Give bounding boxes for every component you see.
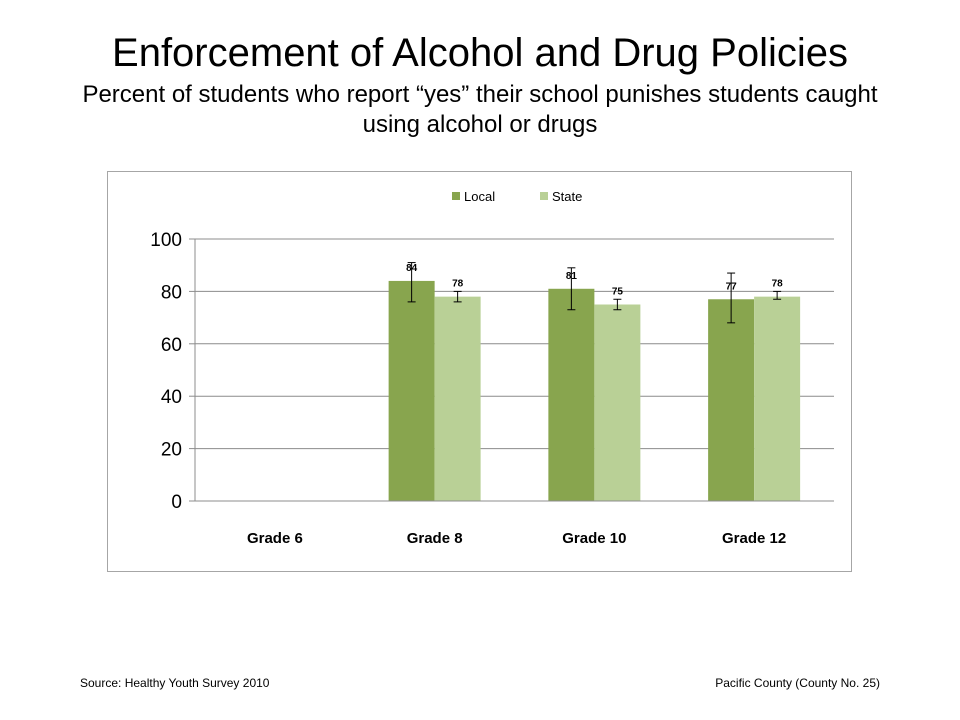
legend-swatch-local	[452, 192, 460, 200]
data-labels: 84 78 81 75 77 78	[406, 263, 783, 298]
source-note: Source: Healthy Youth Survey 2010	[80, 676, 270, 690]
data-label: 77	[726, 281, 738, 292]
x-category-label: Grade 12	[722, 530, 786, 547]
y-tick-label: 40	[161, 387, 182, 408]
county-note: Pacific County (County No. 25)	[715, 676, 880, 690]
data-label: 78	[452, 279, 464, 290]
x-category-label: Grade 6	[247, 530, 303, 547]
bar-local	[708, 299, 755, 501]
slide-title: Enforcement of Alcohol and Drug Policies	[112, 31, 848, 75]
data-label: 75	[612, 287, 624, 298]
y-tick-label: 20	[161, 440, 182, 461]
bar-state	[594, 304, 641, 501]
y-tick-label: 60	[161, 335, 182, 356]
chart-frame: 84 78 81 75 77 78 0 20 40 60 80 100 Grade 6 Grade 8 G…	[107, 171, 852, 572]
slide-subtitle: Percent of students who report “yes” the…	[82, 81, 878, 138]
legend-label: Local	[464, 189, 495, 204]
axes: 0 20 40 60 80 100 Grade 6 Grade 8 Grade 10 Grade …	[150, 230, 834, 547]
y-tick-label: 100	[150, 230, 182, 251]
bar-state	[754, 296, 801, 501]
bar-local	[548, 288, 595, 501]
x-category-label: Grade 10	[562, 530, 626, 547]
bars	[388, 280, 801, 501]
bar-chart: 84 78 81 75 77 78 0 20 40 60 80 100 Grade 6 Grade 8 G…	[150, 189, 834, 547]
legend: Local State	[452, 189, 582, 204]
x-category-label: Grade 8	[407, 530, 463, 547]
y-tick-label: 80	[161, 282, 182, 303]
data-label: 84	[406, 263, 418, 274]
error-bars	[407, 262, 782, 324]
legend-swatch-state	[540, 192, 548, 200]
data-label: 78	[772, 279, 784, 290]
bar-local	[388, 280, 435, 501]
y-tick-label: 0	[171, 492, 182, 513]
legend-label: State	[552, 189, 582, 204]
bar-state	[434, 296, 481, 501]
data-label: 81	[566, 271, 578, 282]
